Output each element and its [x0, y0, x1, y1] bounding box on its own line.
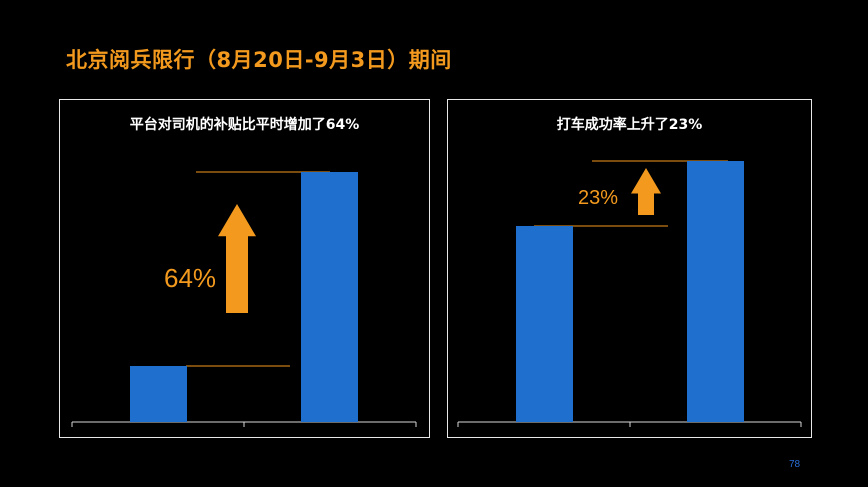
- chart-panel-success-rate: 打车成功率上升了23% 23%: [447, 99, 812, 438]
- subsidy-chart: 64%: [71, 171, 417, 427]
- chart-panel-subsidy: 平台对司机的补贴比平时增加了64% 64%: [59, 99, 430, 438]
- page-number: 78: [789, 459, 801, 470]
- increase-label: 64%: [164, 263, 216, 293]
- chart-title: 打车成功率上升了23%: [556, 117, 703, 133]
- increase-label: 23%: [578, 187, 618, 209]
- slide-title: 北京阅兵限行（8月20日-9月3日）期间: [66, 48, 452, 72]
- success-rate-chart: 23%: [457, 160, 802, 427]
- bar: [516, 226, 573, 422]
- up-arrow-icon: [218, 204, 256, 313]
- bar: [130, 366, 187, 422]
- bar: [301, 172, 358, 422]
- bar: [687, 161, 744, 422]
- up-arrow-icon: [631, 168, 661, 215]
- chart-title: 平台对司机的补贴比平时增加了64%: [129, 117, 360, 133]
